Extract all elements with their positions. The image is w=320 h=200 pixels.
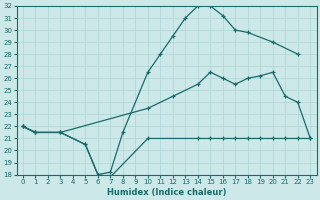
X-axis label: Humidex (Indice chaleur): Humidex (Indice chaleur) [107, 188, 226, 197]
